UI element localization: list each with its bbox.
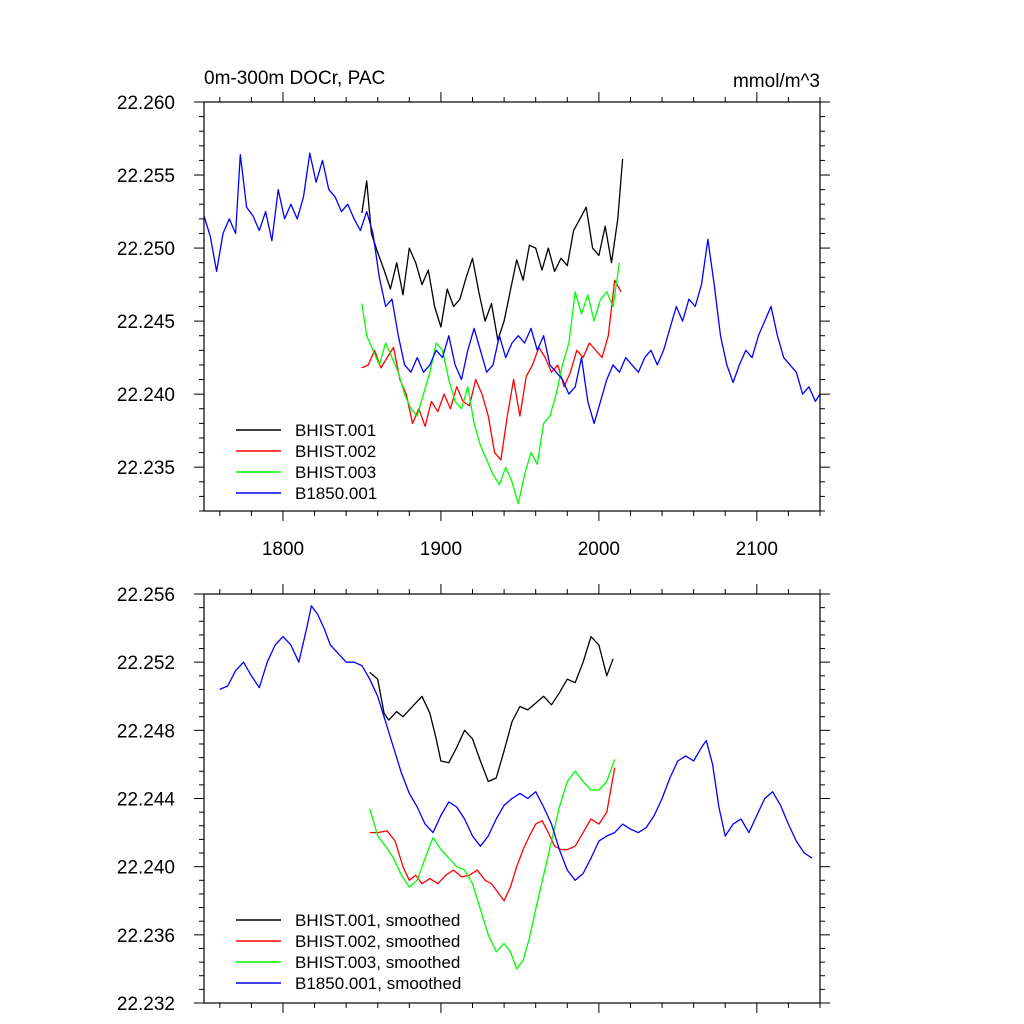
y-tick-label: 22.240	[117, 858, 175, 879]
series-line-0-0	[361, 158, 624, 341]
y-tick-label: 22.235	[117, 458, 175, 479]
x-tick-label: 1800	[262, 539, 304, 560]
y-tick-label: 22.260	[117, 93, 175, 114]
series-line-0-3	[203, 152, 821, 425]
y-tick-label: 22.232	[117, 994, 175, 1015]
y-tick-label: 22.240	[117, 385, 175, 406]
x-tick-label: 2100	[736, 539, 778, 560]
top-title: 0m-300m DOCr, PAC	[204, 68, 385, 89]
y-tick-label: 22.252	[117, 653, 175, 674]
legend-label: B1850.001, smoothed	[295, 974, 461, 993]
y-tick-label: 22.250	[117, 239, 175, 260]
series-line-1-0	[369, 635, 614, 783]
top-panel: 0m-300m DOCr, PAC mmol/m^3 1800 1900 2000 2…	[117, 68, 830, 560]
y-tick-label: 22.244	[117, 790, 176, 811]
legend-label: BHIST.001, smoothed	[295, 911, 460, 930]
legend-label: B1850.001	[295, 484, 377, 503]
y-tick-label: 22.248	[117, 721, 175, 742]
series-line-1-3	[219, 605, 813, 881]
series-line-0-1	[361, 279, 622, 461]
y-tick-label: 22.245	[117, 312, 175, 333]
top-units: mmol/m^3	[733, 71, 820, 92]
legend-label: BHIST.003	[295, 463, 376, 482]
series-line-1-1	[369, 767, 616, 902]
legend-label: BHIST.002	[295, 442, 376, 461]
y-tick-label: 22.236	[117, 926, 175, 947]
x-tick-label: 2000	[578, 539, 620, 560]
series-line-0-2	[361, 262, 621, 505]
x-tick-label: 1900	[420, 539, 462, 560]
legend-label: BHIST.002, smoothed	[295, 932, 460, 951]
bottom-panel: 22.232 22.236 22.240 22.244 22.248 22.252 22.2…	[117, 584, 830, 1015]
legend-label: BHIST.001	[295, 421, 376, 440]
legend-label: BHIST.003, smoothed	[295, 953, 460, 972]
series-line-1-2	[369, 759, 616, 970]
y-tick-label: 22.255	[117, 166, 175, 187]
y-tick-label: 22.256	[117, 585, 175, 606]
